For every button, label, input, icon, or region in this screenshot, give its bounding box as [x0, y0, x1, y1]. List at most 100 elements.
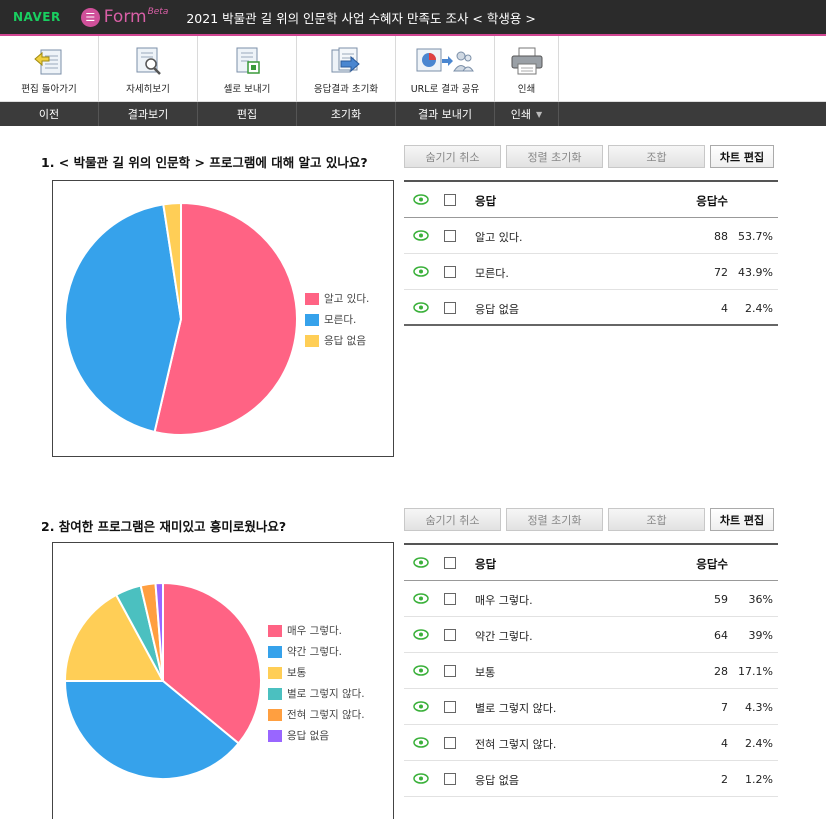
pie-slice[interactable] [162, 581, 262, 745]
row-checkbox[interactable] [444, 266, 456, 278]
pie-slice[interactable] [154, 581, 164, 682]
reset-sort-button[interactable]: 정렬 초기화 [506, 508, 603, 531]
pie-slice[interactable] [64, 203, 183, 434]
answer-count: 64 [714, 629, 728, 642]
row-checkbox[interactable] [444, 629, 456, 641]
export-cell-icon [236, 47, 260, 74]
section-reset: 초기화 [297, 102, 396, 126]
answer-count: 4 [721, 302, 728, 315]
row-checkbox[interactable] [444, 593, 456, 605]
legend-item: 알고 있다. [305, 291, 369, 306]
eye-icon[interactable] [413, 737, 429, 748]
table-row: 알고 있다. 88 53.7% [404, 218, 778, 254]
combine-button[interactable]: 조합 [608, 145, 705, 168]
toolbar-label: 편집 돌아가기 [21, 84, 77, 95]
eye-icon[interactable] [413, 773, 429, 784]
table-row: 매우 그렇다. 59 36% [404, 581, 778, 617]
row-checkbox[interactable] [444, 773, 456, 785]
row-checkbox[interactable] [444, 665, 456, 677]
print-button[interactable]: 인쇄 [495, 36, 559, 102]
combine-button[interactable]: 조합 [608, 508, 705, 531]
answer-count: 4 [721, 737, 728, 750]
legend-swatch [305, 334, 319, 347]
naver-logo[interactable]: NAVER [13, 10, 61, 24]
column-header-answer: 응답 [475, 194, 497, 208]
pie-chart [63, 581, 262, 780]
toolbar-label: 인쇄 [517, 84, 536, 95]
eye-icon[interactable] [413, 302, 429, 313]
answer-label: 약간 그렇다. [475, 630, 533, 643]
eye-icon[interactable] [413, 701, 429, 712]
legend-swatch [268, 624, 282, 637]
section-label: 인쇄 [510, 108, 532, 121]
table-row: 별로 그렇지 않다. 7 4.3% [404, 689, 778, 725]
reset-sort-button[interactable]: 정렬 초기화 [506, 145, 603, 168]
legend-item: 보통 [268, 665, 306, 680]
reset-results-icon [331, 47, 360, 73]
pie-slice[interactable] [63, 593, 165, 682]
answer-percent: 4.3% [745, 701, 773, 714]
eye-icon[interactable] [413, 593, 429, 604]
toolbar-section-bar: 이전 결과보기 편집 초기화 결과 보내기 인쇄 ▼ [0, 102, 826, 126]
legend-item: 매우 그렇다. [268, 623, 342, 638]
back-to-edit-icon [34, 49, 62, 75]
answer-label: 보통 [475, 666, 496, 679]
section-previous: 이전 [0, 102, 99, 126]
section-edit: 편집 [198, 102, 297, 126]
legend-swatch [268, 687, 282, 700]
form-logo[interactable]: ☰ Form Beta [80, 7, 168, 27]
reset-results-button[interactable]: 응답결과 초기화 [297, 36, 396, 102]
table-row: 전혀 그렇지 않다. 4 2.4% [404, 725, 778, 761]
column-header-count: 응답수 [696, 194, 728, 208]
form-list-icon: ☰ [80, 7, 100, 27]
chevron-down-icon: ▼ [536, 109, 543, 119]
section-label: 초기화 [330, 108, 362, 121]
unhide-button[interactable]: 숨기기 취소 [404, 508, 501, 531]
share-url-button[interactable]: URL로 결과 공유 [396, 36, 495, 102]
row-checkbox[interactable] [444, 230, 456, 242]
answer-label: 매우 그렇다. [475, 594, 533, 607]
eye-icon[interactable] [413, 194, 429, 205]
row-checkbox[interactable] [444, 701, 456, 713]
section-label: 결과 보내기 [417, 108, 473, 121]
legend-swatch [268, 645, 282, 658]
answer-percent: 2.4% [745, 737, 773, 750]
magnifier-icon [136, 47, 161, 75]
answer-percent: 17.1% [738, 665, 773, 678]
export-cell-button[interactable]: 셀로 보내기 [198, 36, 297, 102]
answer-count: 59 [714, 593, 728, 606]
legend-label: 알고 있다. [324, 293, 370, 305]
pie-slice[interactable] [63, 680, 241, 780]
section-print[interactable]: 인쇄 ▼ [495, 102, 559, 126]
legend-swatch [268, 708, 282, 721]
legend-item: 응답 없음 [268, 728, 329, 743]
eye-icon[interactable] [413, 230, 429, 241]
pie-slice[interactable] [153, 201, 298, 436]
table-row: 보통 28 17.1% [404, 653, 778, 689]
edit-chart-button[interactable]: 차트 편집 [710, 508, 774, 531]
select-all-checkbox[interactable] [444, 194, 456, 206]
select-all-checkbox[interactable] [444, 557, 456, 569]
legend-label: 매우 그렇다. [287, 625, 342, 637]
answer-label: 전혀 그렇지 않다. [475, 738, 557, 751]
document-title: 2021 박물관 길 위의 인문학 사업 수혜자 만족도 조사 < 학생용 > [186, 10, 536, 26]
answer-percent: 53.7% [738, 230, 773, 243]
table-row: 응답 없음 4 2.4% [404, 290, 778, 326]
unhide-button[interactable]: 숨기기 취소 [404, 145, 501, 168]
eye-icon[interactable] [413, 665, 429, 676]
answer-percent: 2.4% [745, 302, 773, 315]
pie-slice[interactable] [162, 201, 182, 320]
question-1-results-table: 응답 응답수 알고 있다. 88 53.7% 모른다. 72 43.9% 응답 … [404, 180, 778, 326]
back-to-edit-button[interactable]: 편집 돌아가기 [0, 36, 99, 102]
edit-chart-button[interactable]: 차트 편집 [710, 145, 774, 168]
answer-label: 모른다. [475, 267, 509, 280]
question-1-title: 1. < 박물관 길 위의 인문학 > 프로그램에 대해 알고 있나요? [41, 155, 368, 170]
row-checkbox[interactable] [444, 302, 456, 314]
row-checkbox[interactable] [444, 737, 456, 749]
detail-view-button[interactable]: 자세히보기 [99, 36, 198, 102]
eye-icon[interactable] [413, 266, 429, 277]
eye-icon[interactable] [413, 629, 429, 640]
legend-swatch [305, 292, 319, 305]
eye-icon[interactable] [413, 557, 429, 568]
answer-percent: 39% [748, 629, 773, 642]
